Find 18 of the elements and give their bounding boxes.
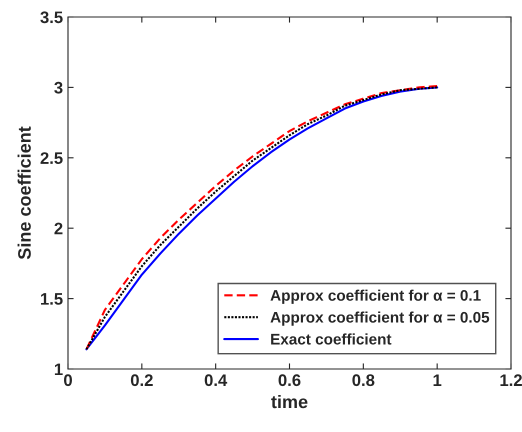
y-tick-label: 3.5	[40, 11, 63, 24]
x-tick-label: 0.4	[204, 374, 228, 386]
legend-label: Approx coefficient for α = 0.05	[270, 311, 490, 326]
x-axis-title: time	[271, 394, 308, 408]
y-tick-label: 2.5	[40, 152, 63, 164]
x-tick-label: 0	[64, 374, 72, 386]
y-tick-label: 1.5	[41, 293, 63, 305]
y-tick-label: 3	[54, 82, 63, 94]
y-axis-title: Sine coefficient	[18, 126, 31, 260]
x-tick-label: 0.8	[352, 374, 374, 386]
legend-label: Approx coefficient for α = 0.1	[270, 290, 481, 304]
x-tick-label: 0.2	[130, 374, 153, 386]
y-tick-label: 1	[54, 364, 63, 376]
x-tick-label: 1	[434, 374, 442, 386]
y-tick-label: 2	[54, 222, 62, 234]
legend-label: Exact coefficient	[271, 333, 392, 345]
x-tick-label: 1.2	[500, 374, 522, 386]
x-tick-label: 0.6	[278, 374, 300, 386]
